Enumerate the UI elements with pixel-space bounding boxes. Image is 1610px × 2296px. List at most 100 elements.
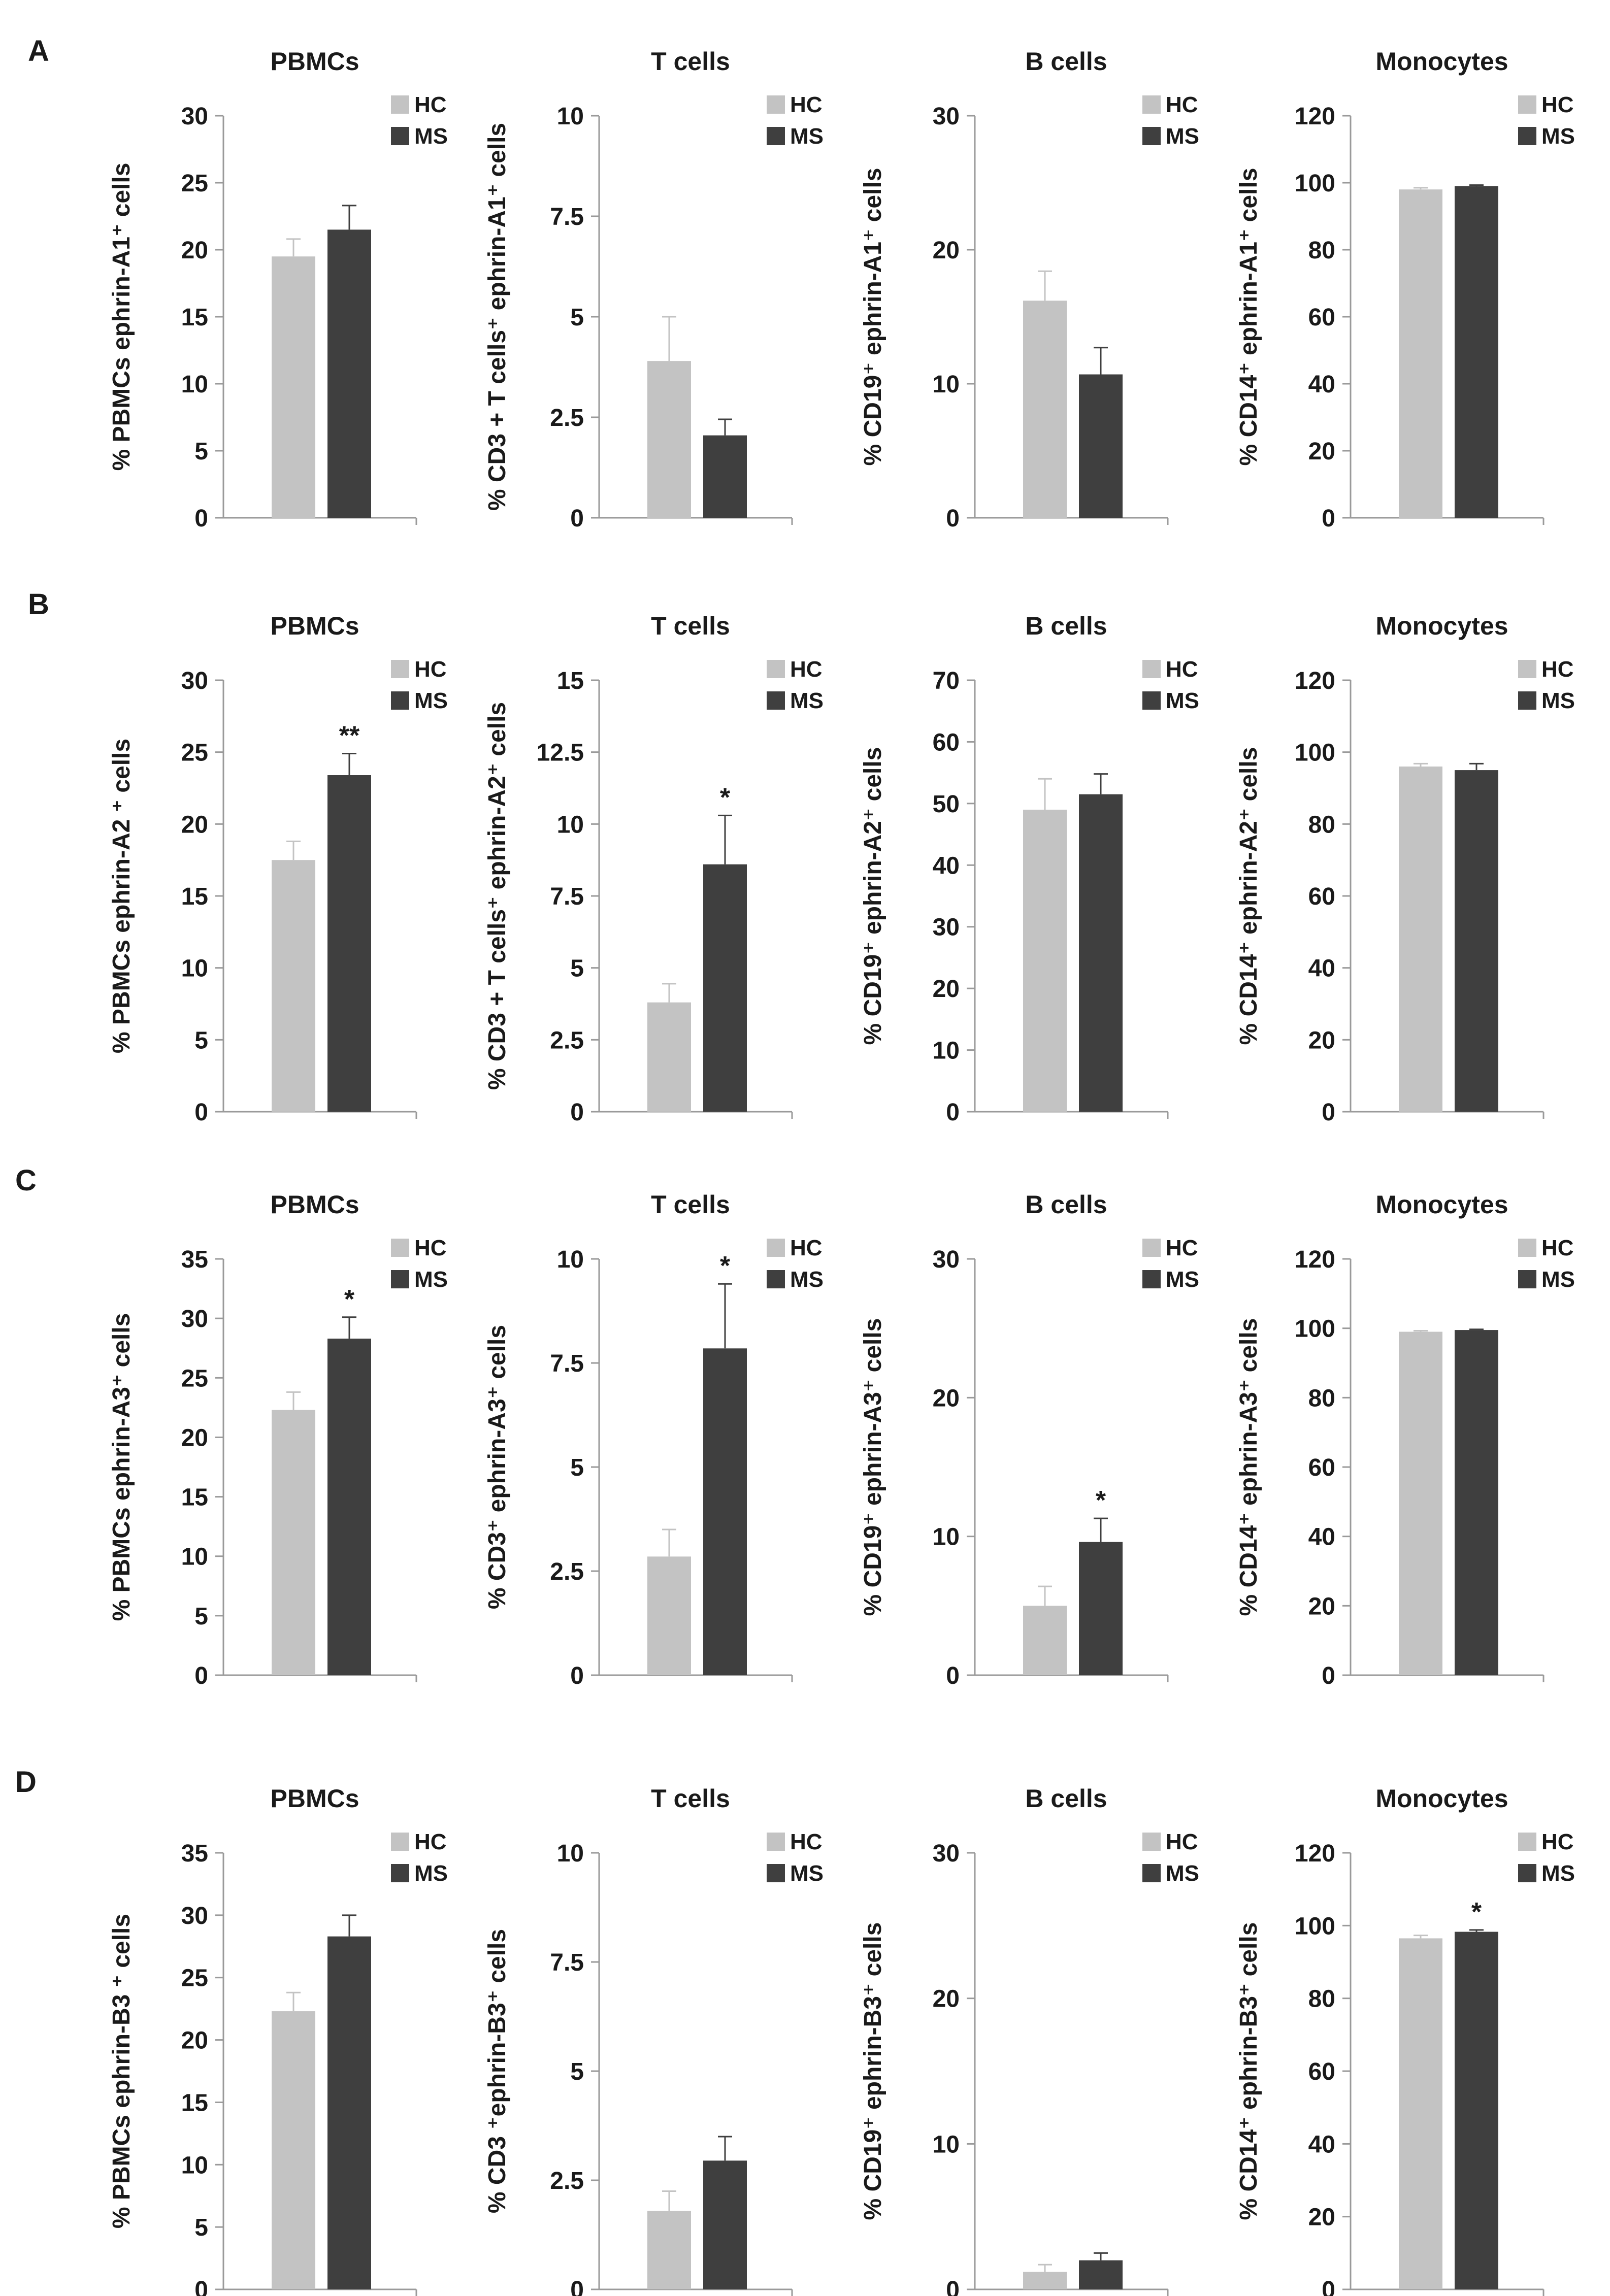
legend-swatch-hc	[1518, 95, 1536, 114]
bar-ms	[703, 1348, 747, 1675]
y-tick-label: 100	[1295, 1913, 1335, 1940]
y-tick-label: 70	[933, 668, 960, 694]
y-tick-label: 120	[1295, 1840, 1335, 1867]
legend-label-hc: HC	[790, 657, 823, 682]
y-tick-label: 2.5	[550, 405, 584, 431]
y-tick-label: 10	[557, 1840, 584, 1867]
legend-swatch-ms	[767, 127, 785, 145]
y-tick-label: 50	[933, 791, 960, 818]
legend-label-hc: HC	[790, 92, 823, 117]
bar-chart-panel: PBMCs 0 5 10 15 20 25 30 35 % PBMCs ephrin-A3⁺ ce…	[108, 1190, 448, 1689]
y-tick-label: 10	[181, 1544, 208, 1571]
legend-label-hc: HC	[414, 92, 447, 117]
y-tick-label: 100	[1295, 170, 1335, 197]
y-tick-label: 25	[181, 740, 208, 767]
y-tick-label: 0	[194, 1662, 208, 1689]
bar-chart-panel: B cells 0 10 20 30 40 50 60 70 % CD19⁺ ephrin-A2⁺…	[860, 612, 1199, 1126]
bar-hc	[272, 1410, 315, 1675]
y-tick-label: 7.5	[550, 883, 584, 910]
y-tick-label: 15	[181, 883, 208, 910]
y-tick-label: 10	[557, 1246, 584, 1273]
y-axis-label: % CD14⁺ ephrin-B3⁺ cells	[1235, 1922, 1262, 2220]
y-tick-label: 0	[946, 1662, 960, 1689]
significance-marker: **	[339, 721, 360, 751]
legend-swatch-ms	[391, 1864, 409, 1882]
y-tick-label: 20	[1308, 1593, 1335, 1620]
chart-title: Monocytes	[1375, 1784, 1508, 1813]
y-tick-label: 5	[570, 955, 584, 982]
y-tick-label: 40	[1308, 1524, 1335, 1551]
bar-ms	[327, 775, 371, 1112]
legend-swatch-ms	[391, 127, 409, 145]
y-axis-label: % CD19⁺ ephrin-B3⁺ cells	[860, 1922, 886, 2220]
y-tick-label: 2.5	[550, 1027, 584, 1054]
bar-hc	[1023, 2272, 1067, 2289]
y-tick-label: 5	[570, 2058, 584, 2085]
y-tick-label: 25	[181, 1965, 208, 1992]
y-tick-label: 0	[570, 505, 584, 532]
bar-chart-panel: T cells 0 2.5 5 7.5 10 % CD3 ⁺ephrin-B3⁺ cells…	[484, 1784, 824, 2296]
legend-swatch-hc	[391, 660, 409, 678]
chart-title: T cells	[651, 1190, 730, 1219]
legend-swatch-hc	[391, 1239, 409, 1257]
y-tick-label: 7.5	[550, 204, 584, 230]
legend-label-ms: MS	[1166, 688, 1199, 713]
bar-hc	[647, 2211, 691, 2289]
chart-title: Monocytes	[1375, 1190, 1508, 1219]
y-tick-label: 30	[933, 914, 960, 941]
y-tick-label: 0	[946, 1099, 960, 1126]
y-tick-label: 100	[1295, 1316, 1335, 1343]
y-tick-label: 30	[181, 668, 208, 694]
bar-hc	[1023, 810, 1067, 1112]
legend-swatch-hc	[767, 95, 785, 114]
y-tick-label: 10	[181, 2152, 208, 2179]
y-axis-label: % CD19⁺ ephrin-A1⁺ cells	[860, 168, 886, 466]
bar-chart-panel: PBMCs 0 5 10 15 20 25 30 35 % PBMCs ephrin-B3 ⁺ c…	[108, 1784, 448, 2296]
y-tick-label: 10	[933, 2131, 960, 2158]
y-tick-label: 15	[181, 2089, 208, 2116]
y-tick-label: 60	[1308, 304, 1335, 331]
legend-swatch-hc	[391, 95, 409, 114]
legend-label-ms: MS	[1166, 124, 1199, 149]
bar-ms	[1455, 770, 1498, 1112]
bar-hc	[647, 361, 691, 518]
y-tick-label: 0	[194, 1099, 208, 1126]
bar-ms	[327, 229, 371, 518]
y-tick-label: 7.5	[550, 1949, 584, 1976]
y-tick-label: 120	[1295, 103, 1335, 130]
legend-label-hc: HC	[1541, 657, 1574, 682]
y-tick-label: 2.5	[550, 1558, 584, 1585]
legend-label-hc: HC	[1541, 1236, 1574, 1260]
bar-chart-panel: PBMCs 0 5 10 15 20 25 30 % PBMCs ephrin-A1⁺ cell…	[108, 47, 448, 532]
legend-label-ms: MS	[414, 1861, 448, 1886]
y-tick-label: 100	[1295, 740, 1335, 767]
y-tick-label: 5	[570, 1454, 584, 1481]
bar-ms	[703, 2160, 747, 2289]
legend-swatch-hc	[1518, 1239, 1536, 1257]
y-tick-label: 60	[1308, 883, 1335, 910]
y-tick-label: 25	[181, 170, 208, 197]
bar-ms	[703, 435, 747, 518]
y-tick-label: 5	[194, 1603, 208, 1630]
bar-ms	[1455, 1330, 1498, 1675]
legend-swatch-ms	[1518, 691, 1536, 710]
y-axis-label: % CD3 + T cells⁺ ephrin-A2⁺ cells	[484, 702, 511, 1090]
y-tick-label: 0	[570, 1099, 584, 1126]
y-tick-label: 30	[181, 1903, 208, 1929]
legend-label-ms: MS	[790, 1861, 824, 1886]
y-tick-label: 0	[194, 2277, 208, 2296]
y-tick-label: 10	[557, 811, 584, 838]
y-tick-label: 30	[181, 103, 208, 130]
legend-label-hc: HC	[1166, 92, 1198, 117]
y-axis-label: % CD14⁺ ephrin-A2⁺ cells	[1235, 747, 1262, 1045]
legend-swatch-hc	[767, 1833, 785, 1851]
bar-hc	[1399, 189, 1442, 518]
panel-row-label: D	[15, 1766, 37, 1799]
y-tick-label: 5	[570, 304, 584, 331]
y-tick-label: 10	[933, 1038, 960, 1064]
y-tick-label: 2.5	[550, 2168, 584, 2194]
chart-title: PBMCs	[270, 1784, 359, 1813]
bar-ms	[1079, 2260, 1123, 2289]
bar-hc	[272, 2011, 315, 2289]
bar-chart-panel: Monocytes 0 20 40 60 80 100 120 % CD14⁺ ephrin-A…	[1235, 1190, 1575, 1689]
